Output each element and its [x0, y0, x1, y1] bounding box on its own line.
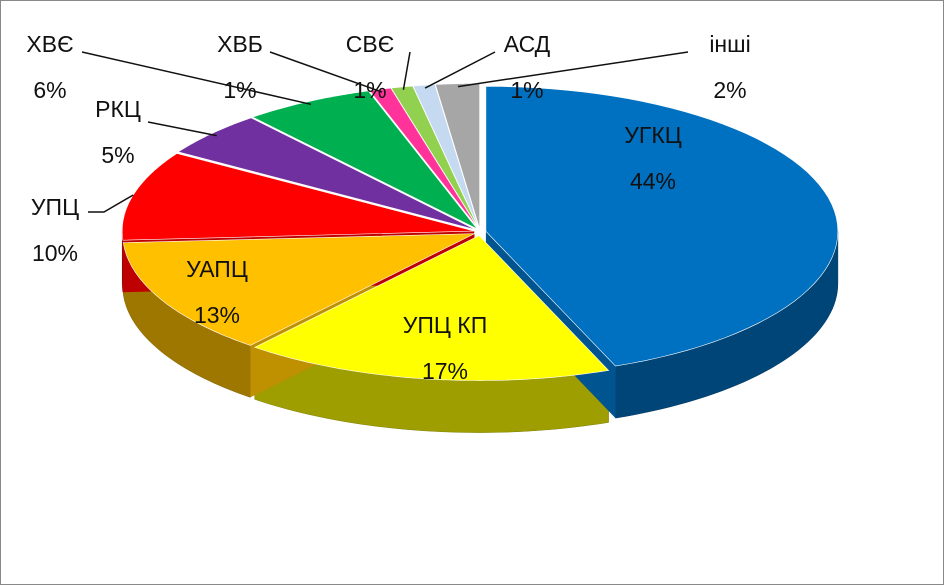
slice-value-label: 10%: [32, 240, 78, 266]
leader-line: [457, 51, 689, 88]
slice-category-label: АСД: [504, 31, 551, 57]
slice-value-label: 13%: [194, 302, 240, 328]
slice: [122, 233, 475, 346]
slice-value-label: 1%: [223, 77, 256, 103]
slice-value-label: 1%: [510, 77, 543, 103]
slice: [253, 235, 610, 381]
slice: [485, 85, 839, 367]
slice: [251, 90, 478, 230]
slice-category-label: інші: [709, 31, 750, 57]
slice-value-label: 1%: [353, 77, 386, 103]
slice-category-label: УПЦ КП: [403, 312, 487, 338]
slice: [390, 85, 479, 229]
slice-category-label: ХВЄ: [26, 31, 73, 57]
slice-category-label: ХВБ: [217, 31, 263, 57]
slice-category-label: УПЦ: [31, 194, 79, 220]
slice-category-label: СВЄ: [346, 31, 394, 57]
leader-line: [88, 194, 134, 213]
slice-value-label: 17%: [422, 358, 468, 384]
slice: [368, 87, 479, 229]
leader-line: [81, 51, 312, 106]
slice-value-label: 44%: [630, 168, 676, 194]
leader-line: [269, 51, 383, 93]
leader-line: [147, 121, 217, 137]
slice-category-label: УАПЦ: [186, 256, 248, 282]
slice-value-label: 5%: [101, 142, 134, 168]
slice: [435, 83, 480, 229]
slice-category-label: УГКЦ: [624, 122, 681, 148]
slice-category-label: РКЦ: [95, 96, 141, 122]
leader-line: [424, 51, 496, 89]
slice-value-label: 2%: [713, 77, 746, 103]
slice-value-label: 6%: [33, 77, 66, 103]
slice: [177, 117, 476, 230]
leader-line: [402, 51, 411, 90]
